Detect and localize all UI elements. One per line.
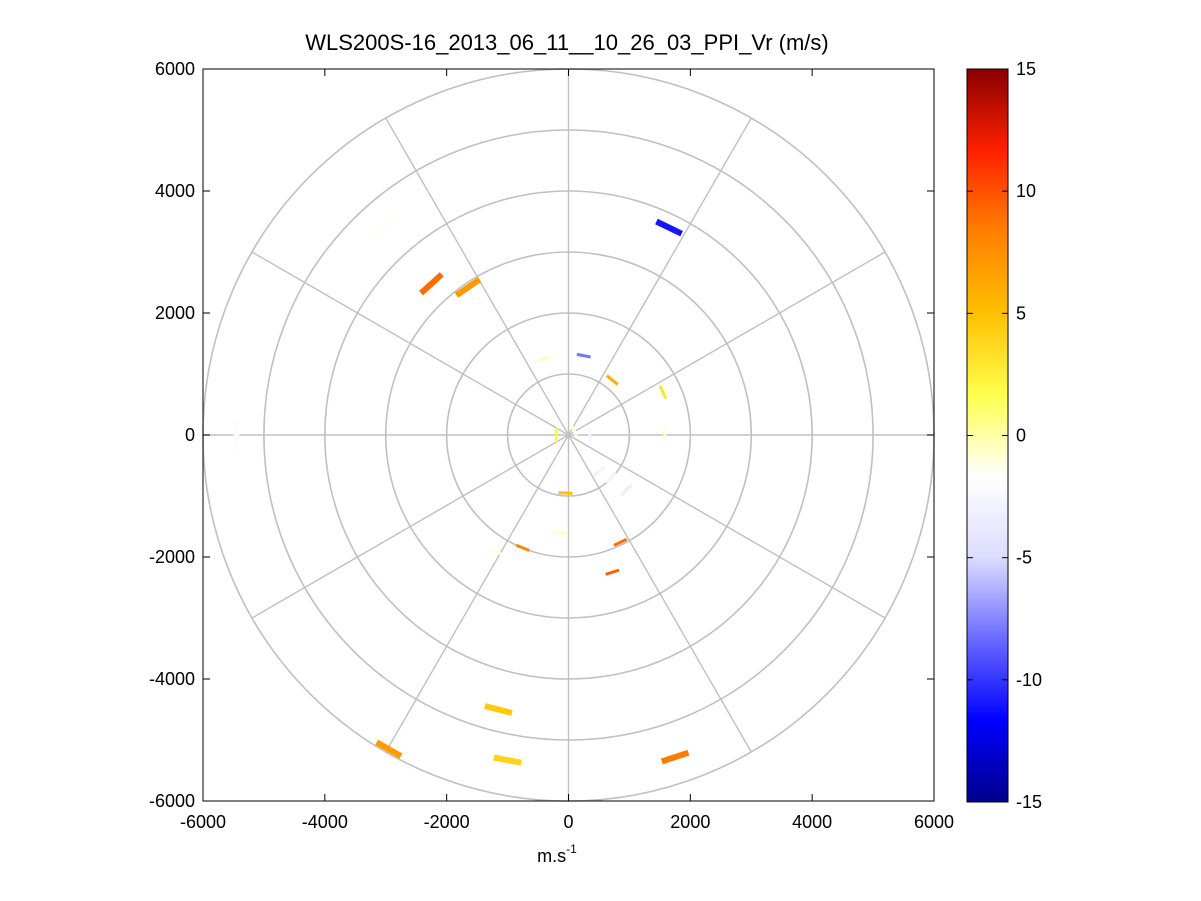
y-tick-label: -2000	[149, 547, 195, 567]
velocity-point	[605, 568, 620, 576]
polar-spoke	[567, 117, 752, 436]
velocity-point	[493, 754, 522, 766]
colorbar-tick-label: -5	[1016, 548, 1032, 568]
velocity-point	[613, 537, 628, 547]
polar-spoke	[385, 434, 570, 753]
y-tick-label: 0	[185, 425, 195, 445]
y-tick-label: -6000	[149, 791, 195, 811]
colorbar-tick-label: -10	[1016, 670, 1042, 690]
x-tick-label: -6000	[180, 812, 226, 832]
velocity-point	[592, 465, 606, 478]
velocity-point	[576, 352, 591, 359]
colorbar-tick-label: 15	[1016, 59, 1036, 79]
x-tick-label: 4000	[792, 812, 832, 832]
velocity-point	[605, 374, 619, 386]
velocity-point	[375, 739, 403, 759]
velocity-point	[655, 218, 683, 237]
x-tick-label: 2000	[670, 812, 710, 832]
velocity-point	[419, 272, 444, 296]
velocity-point	[620, 483, 633, 497]
polar-spoke	[568, 434, 886, 619]
y-axis: 6000 4000 2000 0 -2000 -4000 -6000	[149, 59, 934, 811]
velocity-point	[660, 749, 690, 765]
velocity-point	[515, 543, 530, 552]
chart-title: WLS200S-16_2013_06_11__10_26_03_PPI_Vr (…	[305, 30, 828, 55]
velocity-point	[537, 355, 552, 363]
polar-spoke	[567, 434, 752, 753]
x-tick-label: 6000	[914, 812, 954, 832]
velocity-point	[570, 425, 580, 439]
polar-spoke	[568, 251, 886, 436]
colorbar-tick-label: 0	[1016, 426, 1026, 446]
colorbar-ticks: 15 10 5 0 -5 -10 -15	[967, 59, 1042, 812]
plot-area: -6000 -4000 -2000 0 2000 4000 6000 6000 4000 200…	[149, 59, 954, 832]
colorbar-tick-label: 10	[1016, 181, 1036, 201]
x-tick-label: -2000	[424, 812, 470, 832]
y-tick-label: 2000	[155, 303, 195, 323]
y-tick-label: 6000	[155, 59, 195, 79]
y-tick-label: -4000	[149, 669, 195, 689]
data-points	[233, 216, 690, 766]
polar-spoke	[385, 117, 570, 436]
velocity-point	[658, 385, 668, 400]
colorbar-tick-label: 5	[1016, 303, 1026, 323]
velocity-point	[454, 277, 482, 298]
velocity-point	[484, 703, 513, 716]
polar-spoke	[251, 251, 569, 436]
x-axis-label: m.s-1	[537, 842, 577, 866]
velocity-point	[605, 471, 618, 484]
x-tick-label: 0	[563, 812, 573, 832]
colorbar-tick-label: -15	[1016, 792, 1042, 812]
colorbar-gradient	[966, 68, 1009, 803]
velocity-point	[370, 216, 396, 240]
velocity-point	[552, 530, 567, 535]
x-axis: -6000 -4000 -2000 0 2000 4000 6000	[180, 69, 954, 832]
velocity-point	[488, 545, 503, 556]
colorbar: 15 10 5 0 -5 -10 -15	[966, 59, 1042, 812]
x-tick-label: -4000	[302, 812, 348, 832]
polar-spoke	[251, 434, 569, 619]
y-tick-label: 4000	[155, 181, 195, 201]
velocity-point	[558, 491, 573, 495]
